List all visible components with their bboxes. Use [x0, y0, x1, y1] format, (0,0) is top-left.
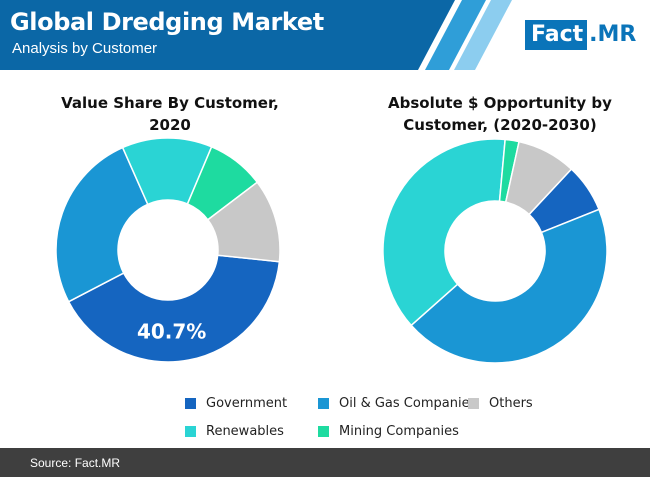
legend-item-mining-companies: Mining Companies	[318, 424, 459, 439]
legend-label: Oil & Gas Companies	[339, 396, 477, 411]
header-stripe	[425, 0, 486, 70]
header-bar	[0, 0, 455, 70]
header-background	[0, 0, 512, 70]
logo-mr-text: .MR	[589, 22, 637, 47]
legend-item-others: Others	[468, 396, 533, 411]
legend-swatch	[318, 398, 329, 409]
slice-others	[206, 181, 281, 263]
legend-label: Mining Companies	[339, 424, 459, 439]
header-stripe	[454, 0, 512, 70]
legend-item-oil-gas-companies: Oil & Gas Companies	[318, 396, 476, 411]
header-banner: Global Dredging Market Analysis by Custo…	[0, 0, 650, 70]
slice-government	[67, 254, 281, 363]
legend-swatch	[185, 398, 196, 409]
page-title: Global Dredging Market	[10, 8, 324, 36]
legend-item-government: Government	[185, 396, 287, 411]
slice-renewables	[382, 138, 506, 327]
footer-bar: Source: Fact.MR	[0, 448, 650, 477]
page-subtitle: Analysis by Customer	[12, 40, 158, 57]
source-note: Source: Fact.MR	[30, 456, 121, 470]
legend-label: Renewables	[206, 424, 284, 439]
legend-label: Others	[489, 396, 533, 411]
slice-oil-gas-companies	[410, 208, 608, 364]
factmr-logo: Fact .MR	[525, 20, 636, 50]
chart-title-value-share: Value Share By Customer, 2020	[61, 94, 279, 134]
donut-chart-absolute-opportunity	[382, 138, 608, 364]
data-label-government: 40.7%	[137, 320, 206, 344]
donut-chart-value-share: 40.7%	[55, 137, 281, 363]
chart-title-absolute-opportunity: Absolute $ Opportunity by Customer, (202…	[388, 94, 612, 134]
slice-oil-gas-companies	[55, 146, 149, 303]
legend-swatch	[318, 426, 329, 437]
legend-item-renewables: Renewables	[185, 424, 284, 439]
slice-others	[504, 140, 573, 216]
legend-swatch	[468, 398, 479, 409]
legend-swatch	[185, 426, 196, 437]
legend-label: Government	[206, 396, 288, 411]
logo-fact-text: Fact	[525, 20, 588, 50]
